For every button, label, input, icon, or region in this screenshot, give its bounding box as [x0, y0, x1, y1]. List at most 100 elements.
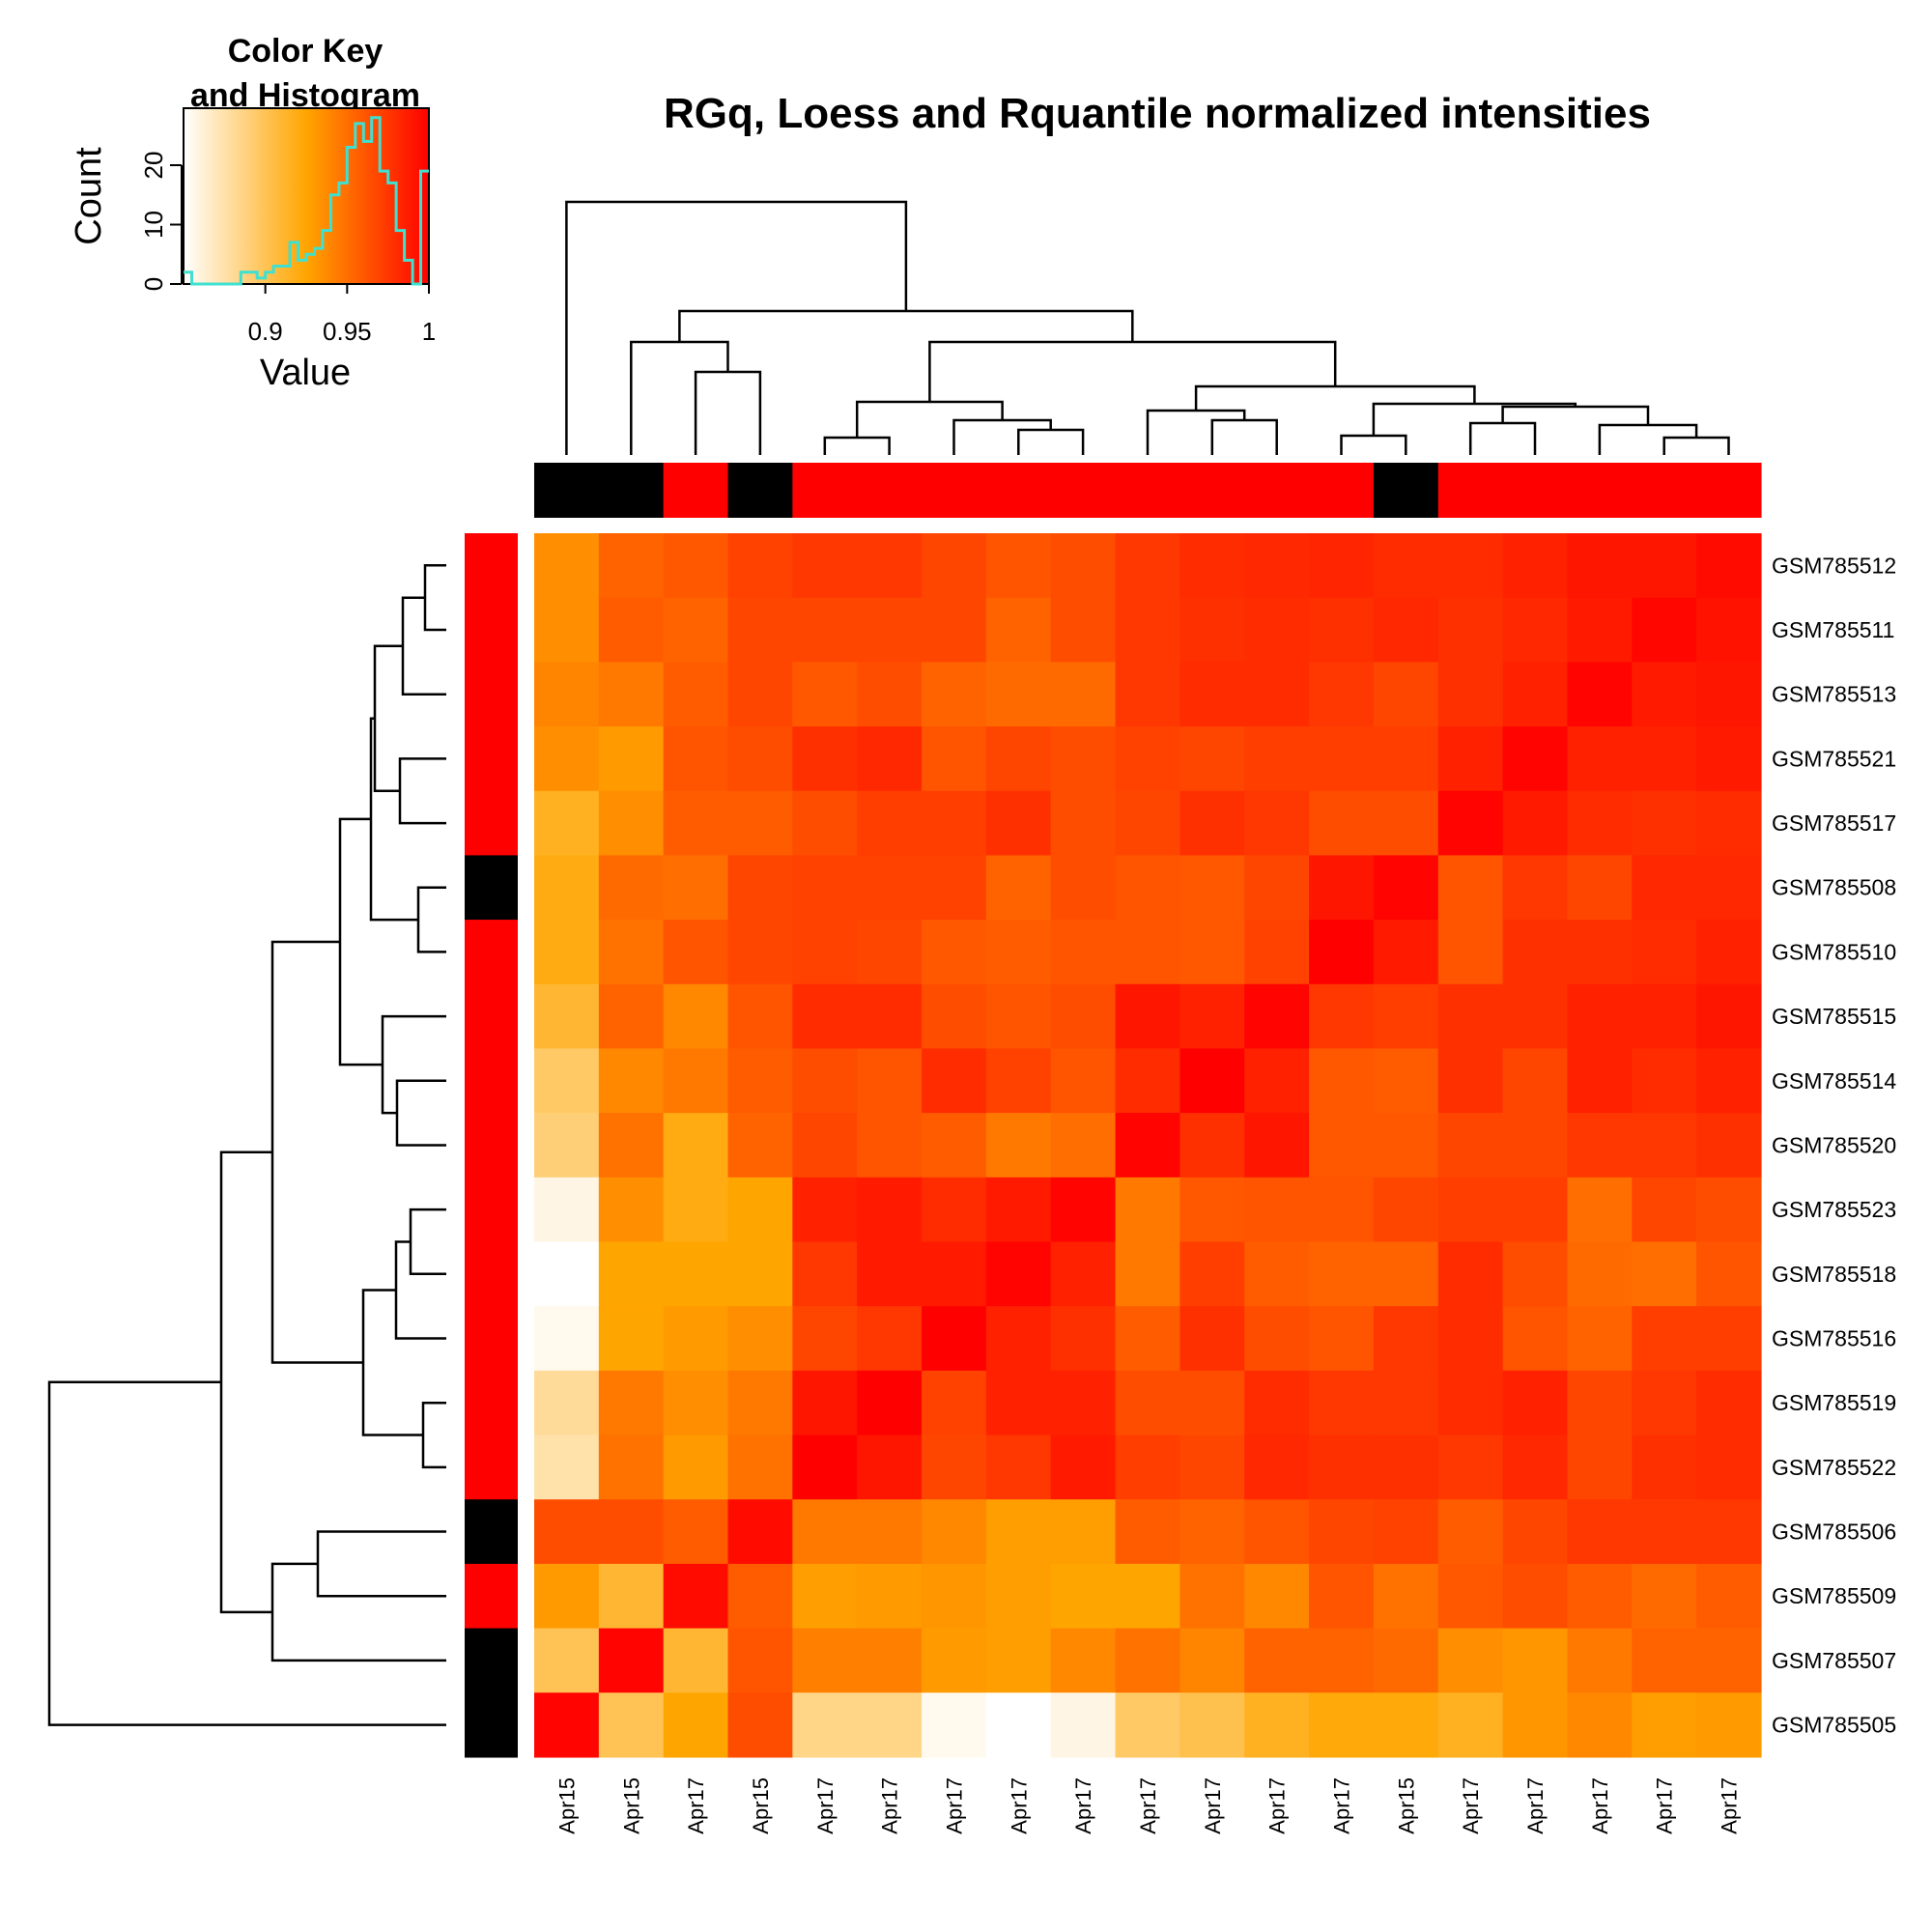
heatmap-cell — [857, 855, 923, 921]
heatmap-cell — [1244, 533, 1310, 599]
heatmap-cell — [792, 1563, 858, 1630]
heatmap-cell — [792, 662, 858, 727]
column-label: Apr17 — [1718, 1777, 1742, 1834]
dendrogram-branch — [694, 370, 762, 455]
dendrogram-branch — [565, 200, 908, 455]
heatmap-cell — [1115, 855, 1180, 921]
heatmap-cell — [792, 1435, 858, 1500]
heatmap-cell — [922, 1306, 987, 1372]
dendrogram-branch — [1598, 423, 1698, 455]
heatmap-cell — [1696, 1113, 1762, 1179]
heatmap-cell — [663, 983, 729, 1050]
heatmap-cell — [792, 1692, 858, 1758]
heatmap-cell — [1502, 1692, 1569, 1758]
heatmap-cell — [1309, 1370, 1375, 1436]
x-tick-label: 0.9 — [248, 317, 283, 346]
heatmap-cell — [1632, 1241, 1697, 1307]
heatmap-cell — [1373, 790, 1439, 856]
chart-title: RGq, Loess and Rquantile normalized inte… — [664, 90, 1651, 137]
heatmap-cell — [1696, 1177, 1762, 1243]
heatmap-cell — [1179, 1306, 1245, 1372]
heatmap-cell — [598, 920, 665, 985]
heatmap-cell — [1309, 1628, 1375, 1693]
heatmap-cell — [1632, 1692, 1697, 1758]
heatmap-cell — [857, 790, 923, 856]
heatmap-cell — [857, 1370, 923, 1436]
row-label: GSM785517 — [1772, 810, 1896, 836]
heatmap-cell — [1567, 533, 1633, 599]
heatmap-cell — [598, 1435, 665, 1500]
dendrogram-branch — [47, 1380, 446, 1726]
heatmap-cell — [1179, 1563, 1245, 1630]
heatmap-cell — [663, 920, 729, 985]
heatmap-cell — [1567, 1306, 1633, 1372]
heatmap-cell — [857, 1563, 923, 1630]
heatmap-cell — [598, 1499, 665, 1565]
heatmap-cell — [857, 1628, 923, 1693]
heatmap-cell — [857, 662, 923, 727]
row-label: GSM785507 — [1772, 1648, 1896, 1673]
heatmap-cell — [1050, 533, 1117, 599]
column-side-color — [792, 463, 858, 518]
heatmap-cell — [598, 1563, 665, 1630]
heatmap-cell — [727, 983, 793, 1050]
y-tick-label: 10 — [139, 211, 168, 239]
heatmap-cell — [1179, 1435, 1245, 1500]
heatmap-cell — [1632, 920, 1697, 985]
row-label: GSM785519 — [1772, 1390, 1896, 1415]
heatmap-cell — [1244, 1563, 1310, 1630]
row-label: GSM785522 — [1772, 1455, 1896, 1480]
heatmap-cell — [922, 1048, 987, 1114]
heatmap-cell — [598, 1113, 665, 1179]
dendrogram-branch — [219, 1151, 272, 1614]
row-side-color — [465, 790, 518, 856]
heatmap-cell — [1567, 1628, 1633, 1693]
heatmap-cell — [1050, 1435, 1117, 1500]
heatmap-cell — [857, 1692, 923, 1758]
color-key-title-line1: Color Key — [228, 33, 384, 70]
dendrogram-branch — [338, 817, 383, 1066]
row-side-color — [465, 662, 518, 727]
heatmap-cell — [857, 726, 923, 792]
heatmap-cell — [857, 1048, 923, 1114]
heatmap-cell — [1244, 1113, 1310, 1179]
heatmap-cell — [792, 1177, 858, 1243]
heatmap-cell — [1115, 790, 1180, 856]
dendrogram-branch — [395, 1079, 446, 1147]
column-side-color — [1309, 463, 1375, 518]
heatmap-cell — [857, 1177, 923, 1243]
heatmap-cell — [922, 1435, 987, 1500]
heatmap-cell — [1373, 1306, 1439, 1372]
dendrogram-branch — [1372, 402, 1577, 436]
column-side-color — [1115, 463, 1180, 518]
column-label: Apr17 — [1136, 1777, 1160, 1834]
row-side-color — [465, 1177, 518, 1243]
heatmap-cell — [1115, 1563, 1180, 1630]
heatmap-cell — [1115, 1370, 1180, 1436]
heatmap-cell — [1179, 1692, 1245, 1758]
heatmap-cell — [1696, 1628, 1762, 1693]
column-side-color — [663, 463, 729, 518]
heatmap-cell — [1437, 1628, 1504, 1693]
heatmap-cell — [1502, 533, 1569, 599]
heatmap-cell — [727, 1370, 793, 1436]
heatmap-cell — [1632, 1113, 1697, 1179]
y-tick-label: 20 — [139, 152, 168, 180]
heatmap-cell — [727, 726, 793, 792]
heatmap-cell — [1050, 1499, 1117, 1565]
column-side-color — [1632, 463, 1697, 518]
heatmap-cell — [1696, 1435, 1762, 1500]
heatmap-cell — [1115, 1306, 1180, 1372]
heatmap-cell — [1050, 1370, 1117, 1436]
heatmap-cell — [727, 1177, 793, 1243]
heatmap-cell — [1437, 1563, 1504, 1630]
column-side-color — [598, 463, 665, 518]
row-side-color — [465, 726, 518, 792]
heatmap-cell — [1567, 662, 1633, 727]
heatmap-cell — [534, 1113, 600, 1179]
heatmap-cell — [985, 1628, 1052, 1693]
heatmap-cell — [598, 1628, 665, 1693]
heatmap-cell — [1502, 597, 1569, 663]
heatmap-cell — [1309, 855, 1375, 921]
row-label: GSM785509 — [1772, 1583, 1896, 1608]
